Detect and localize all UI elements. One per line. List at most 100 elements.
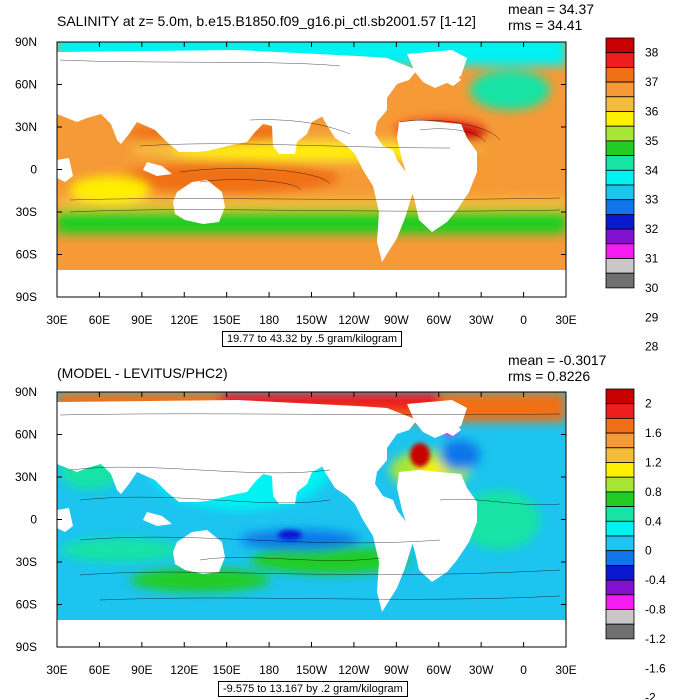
y-tick-label: 60N (15, 428, 37, 442)
x-tick-label: 150E (213, 663, 241, 677)
y-tick-label: 30S (16, 205, 37, 219)
colorbar-swatch (605, 388, 635, 405)
colorbar-swatch (605, 403, 635, 419)
y-tick-label: 30N (15, 470, 37, 484)
colorbar-swatch (605, 462, 635, 478)
colorbar-swatch (605, 417, 635, 434)
colorbar-swatch (605, 565, 635, 581)
x-tick-label: 180 (259, 313, 279, 327)
axes: 30E 60E 90E 120E 150E 180 150W 120W 90W 60W 30W 0 30… (15, 35, 577, 327)
axes: 30E 60E 90E 120E 150E 180 150W 120W 90W 60W 30W 0 30… (15, 385, 577, 677)
colorbar-swatch (605, 81, 635, 98)
x-tick-label: 0 (520, 313, 527, 327)
colorbar-label: 30 (645, 281, 659, 295)
colorbar-swatch (605, 258, 635, 274)
x-tick-label: 120E (170, 313, 198, 327)
colorbar-label: -1.2 (645, 632, 666, 646)
colorbar-label: 37 (645, 75, 659, 89)
bottom-mean: mean = -0.3017 (508, 352, 607, 368)
colorbar-label: 0 (645, 544, 652, 558)
colorbar-swatch (605, 447, 635, 463)
colorbar-swatch (605, 140, 635, 156)
x-tick-label: 90W (384, 663, 409, 677)
x-tick-label: 60W (426, 663, 451, 677)
colorbar-swatch (605, 272, 635, 289)
salinity-map: 30E 60E 90E 120E 150E 180 150W 120W 90W 60W 30W 0 30… (15, 35, 577, 327)
colorbar-label: -1.6 (645, 661, 666, 675)
colorbar-label: -0.8 (645, 603, 666, 617)
y-tick-label: 0 (30, 163, 37, 177)
bottom-title: (MODEL - LEVITUS/PHC2) (57, 365, 228, 381)
difference-map: 30E 60E 90E 120E 150E 180 150W 120W 90W 60W 30W 0 30… (15, 385, 577, 677)
x-tick-label: 0 (520, 663, 527, 677)
y-tick-label: 90N (15, 35, 37, 49)
x-tick-label: 90W (384, 313, 409, 327)
top-title: SALINITY at z= 5.0m, b.e15.B1850.f09_g16… (57, 13, 476, 29)
x-tick-label: 30E (555, 663, 576, 677)
top-mean: mean = 34.37 (508, 1, 595, 17)
x-tick-label: 150E (213, 313, 241, 327)
colorbar-swatch (605, 594, 635, 610)
x-tick-label: 60E (89, 663, 110, 677)
colorbar-label: 1.2 (645, 456, 662, 470)
x-tick-label: 120W (338, 313, 370, 327)
top-contour-note: 19.77 to 43.32 by .5 gram/kilogram (222, 331, 402, 347)
colorbar-swatch (605, 37, 635, 54)
colorbar-swatch (605, 213, 635, 230)
y-tick-label: 30S (16, 555, 37, 569)
colorbar-label: 34 (645, 163, 659, 177)
colorbar-swatch (605, 520, 635, 537)
colorbar-swatch (605, 535, 635, 552)
x-tick-label: 30W (469, 313, 494, 327)
x-tick-label: 60W (426, 313, 451, 327)
colorbar-label: 28 (645, 340, 659, 354)
colorbar-swatch (605, 243, 635, 259)
colorbar-swatch (605, 432, 635, 449)
colorbar-swatch (605, 125, 635, 142)
colorbar-swatch (605, 550, 635, 566)
colorbar-label: 1.6 (645, 426, 662, 440)
colorbar-swatch (605, 169, 635, 186)
colorbar-swatch (605, 111, 635, 127)
colorbar-top: 38 37 36 35 34 33 32 31 30 29 28 (605, 37, 659, 354)
colorbar-bottom: 2 1.6 1.2 0.8 0.4 0 -0.4 -0.8 -1.2 -1.6 -2 (605, 388, 666, 700)
x-tick-label: 150W (296, 663, 328, 677)
y-tick-label: 0 (30, 513, 37, 527)
x-tick-label: 60E (89, 313, 110, 327)
y-tick-label: 30N (15, 120, 37, 134)
colorbar-swatch (605, 67, 635, 83)
x-tick-label: 30E (46, 313, 67, 327)
colorbar-label: 35 (645, 134, 659, 148)
colorbar-swatch (605, 623, 635, 640)
x-tick-label: 30W (469, 663, 494, 677)
colorbar-swatch (605, 228, 635, 245)
colorbar-swatch (605, 184, 635, 201)
x-tick-label: 120E (170, 663, 198, 677)
colorbar-swatch (605, 52, 635, 68)
colorbar-label: 38 (645, 46, 659, 60)
colorbar-label: 36 (645, 105, 659, 119)
colorbar-label: 29 (645, 310, 659, 324)
colorbar-swatch (605, 609, 635, 625)
y-tick-label: 60N (15, 78, 37, 92)
colorbar-swatch (605, 476, 635, 493)
colorbar-swatch (605, 579, 635, 596)
colorbar-swatch (605, 96, 635, 112)
top-rms: rms = 34.41 (508, 17, 583, 33)
y-tick-label: 90N (15, 385, 37, 399)
y-tick-label: 60S (16, 248, 37, 262)
colorbar-label: 32 (645, 222, 659, 236)
x-tick-label: 30E (46, 663, 67, 677)
colorbar-swatch (605, 155, 635, 171)
x-tick-label: 90E (131, 663, 152, 677)
colorbar-swatch (605, 199, 635, 215)
x-tick-label: 120W (338, 663, 370, 677)
colorbar-label: 2 (645, 397, 652, 411)
x-tick-label: 90E (131, 313, 152, 327)
y-tick-label: 90S (16, 640, 37, 654)
y-tick-label: 60S (16, 598, 37, 612)
colorbar-label: -2 (645, 691, 656, 700)
bottom-rms: rms = 0.8226 (508, 368, 591, 384)
x-tick-label: 30E (555, 313, 576, 327)
